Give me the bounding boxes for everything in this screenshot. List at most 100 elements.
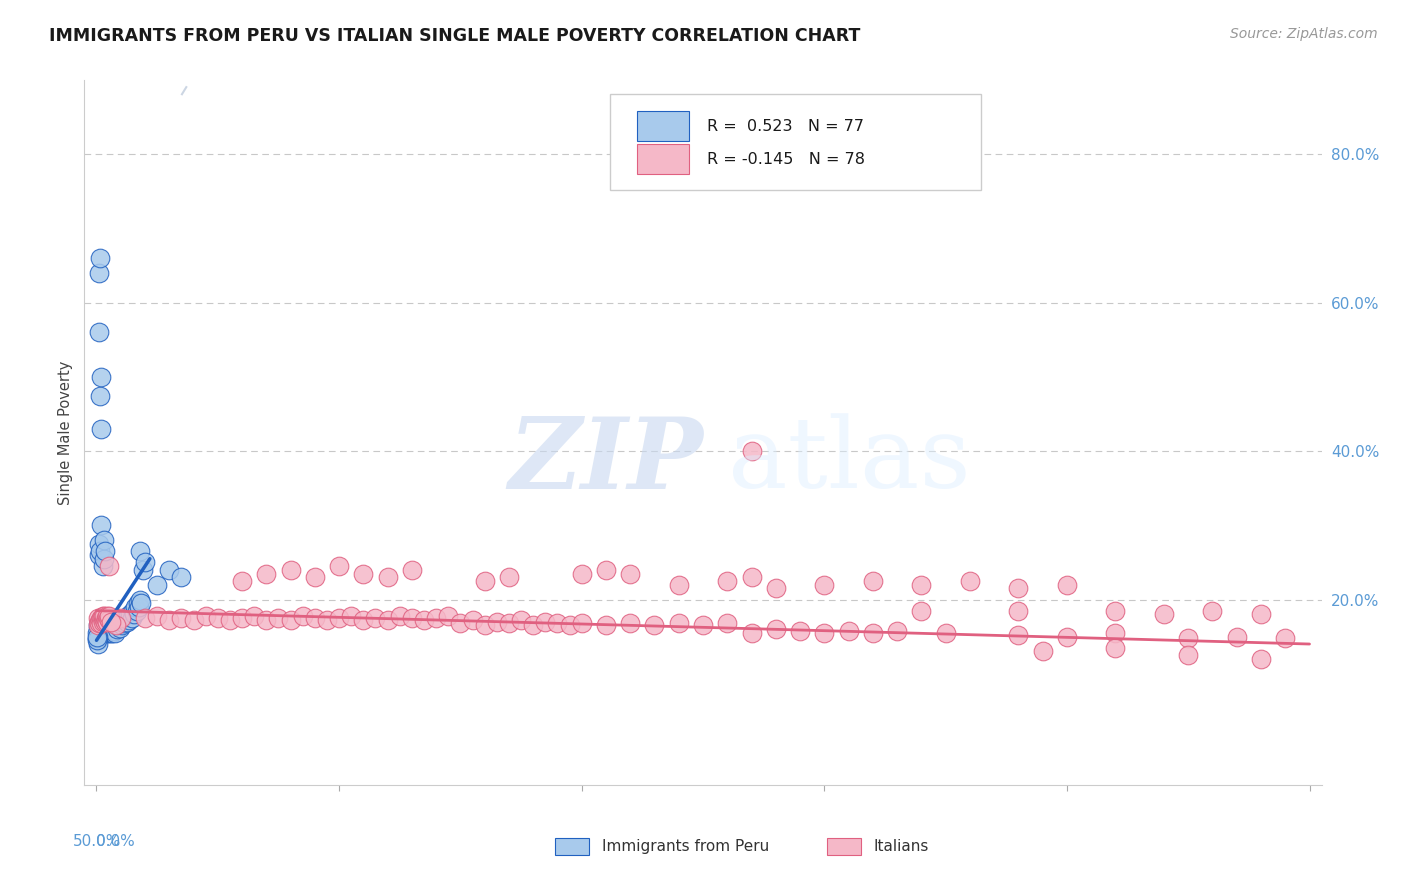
Point (668, 577, 690, 591)
Point (87, 622, 110, 636)
Point (134, 611, 156, 625)
Point (86, 622, 108, 636)
Point (111, 618, 134, 632)
Point (352, 613, 374, 627)
Point (474, 574, 496, 588)
Point (104, 618, 127, 632)
Point (157, 613, 180, 627)
Point (93, 533, 115, 548)
Point (862, 626, 884, 640)
Point (461, 613, 484, 627)
Point (120, 607, 142, 622)
Point (86, 611, 108, 625)
Point (231, 574, 253, 588)
Bar (637, 145, 689, 174)
Point (91, 559, 114, 574)
Point (643, 618, 665, 632)
Point (87, 615, 110, 629)
Point (1104, 640, 1126, 655)
Point (595, 563, 617, 577)
Point (510, 613, 533, 627)
Point (121, 611, 143, 625)
Point (619, 616, 641, 631)
Text: Italians: Italians (873, 839, 929, 855)
Bar (827, 838, 862, 855)
Point (96, 618, 118, 632)
Y-axis label: Single Male Poverty: Single Male Poverty (58, 360, 73, 505)
Point (571, 566, 593, 581)
Point (96, 613, 118, 627)
Point (124, 599, 146, 614)
Point (437, 608, 460, 623)
Point (741, 444, 763, 458)
Point (122, 604, 145, 618)
Point (127, 596, 149, 610)
Point (97, 611, 120, 625)
Point (117, 608, 139, 623)
Point (103, 622, 125, 636)
Point (134, 556, 156, 570)
Point (86, 633, 108, 648)
Point (401, 563, 423, 577)
Point (110, 611, 132, 625)
Point (94, 615, 117, 629)
Point (388, 608, 411, 623)
Point (90, 624, 112, 638)
Point (959, 574, 981, 588)
Point (129, 544, 152, 558)
Point (93, 608, 115, 623)
Point (474, 618, 496, 632)
Point (90, 622, 112, 636)
Point (100, 621, 122, 635)
Point (716, 574, 738, 588)
Point (104, 618, 127, 632)
Point (86, 626, 108, 640)
Point (231, 611, 253, 625)
Point (170, 570, 193, 584)
Point (93, 616, 115, 631)
Point (328, 559, 350, 574)
Point (89, 544, 111, 558)
Point (87, 637, 110, 651)
Point (112, 616, 135, 631)
Point (377, 613, 399, 627)
Point (93, 613, 115, 627)
Point (1056, 630, 1078, 644)
Point (595, 618, 617, 632)
Point (112, 613, 135, 627)
Point (364, 611, 387, 625)
Point (862, 574, 884, 588)
Point (425, 611, 447, 625)
Text: IMMIGRANTS FROM PERU VS ITALIAN SINGLE MALE POVERTY CORRELATION CHART: IMMIGRANTS FROM PERU VS ITALIAN SINGLE M… (49, 27, 860, 45)
Point (101, 618, 124, 632)
Point (86, 630, 108, 644)
Point (280, 613, 302, 627)
Point (97, 613, 120, 627)
Point (1226, 630, 1249, 644)
Point (1032, 644, 1054, 658)
Point (91, 615, 114, 629)
Point (104, 616, 127, 631)
Point (129, 592, 152, 607)
Point (401, 611, 423, 625)
Point (89, 615, 111, 629)
Point (97, 559, 120, 574)
Point (87, 326, 110, 340)
Point (668, 616, 690, 631)
Point (94, 622, 117, 636)
Point (91, 608, 114, 623)
Point (352, 566, 374, 581)
Point (96, 626, 118, 640)
Point (1104, 604, 1126, 618)
Point (98, 618, 121, 632)
Point (304, 570, 326, 584)
Point (716, 616, 738, 631)
Point (89, 252, 111, 266)
Point (122, 607, 145, 622)
Point (87, 630, 110, 644)
Point (90, 616, 112, 631)
Point (100, 626, 122, 640)
Point (105, 622, 128, 636)
Point (94, 611, 117, 625)
Point (90, 611, 112, 625)
